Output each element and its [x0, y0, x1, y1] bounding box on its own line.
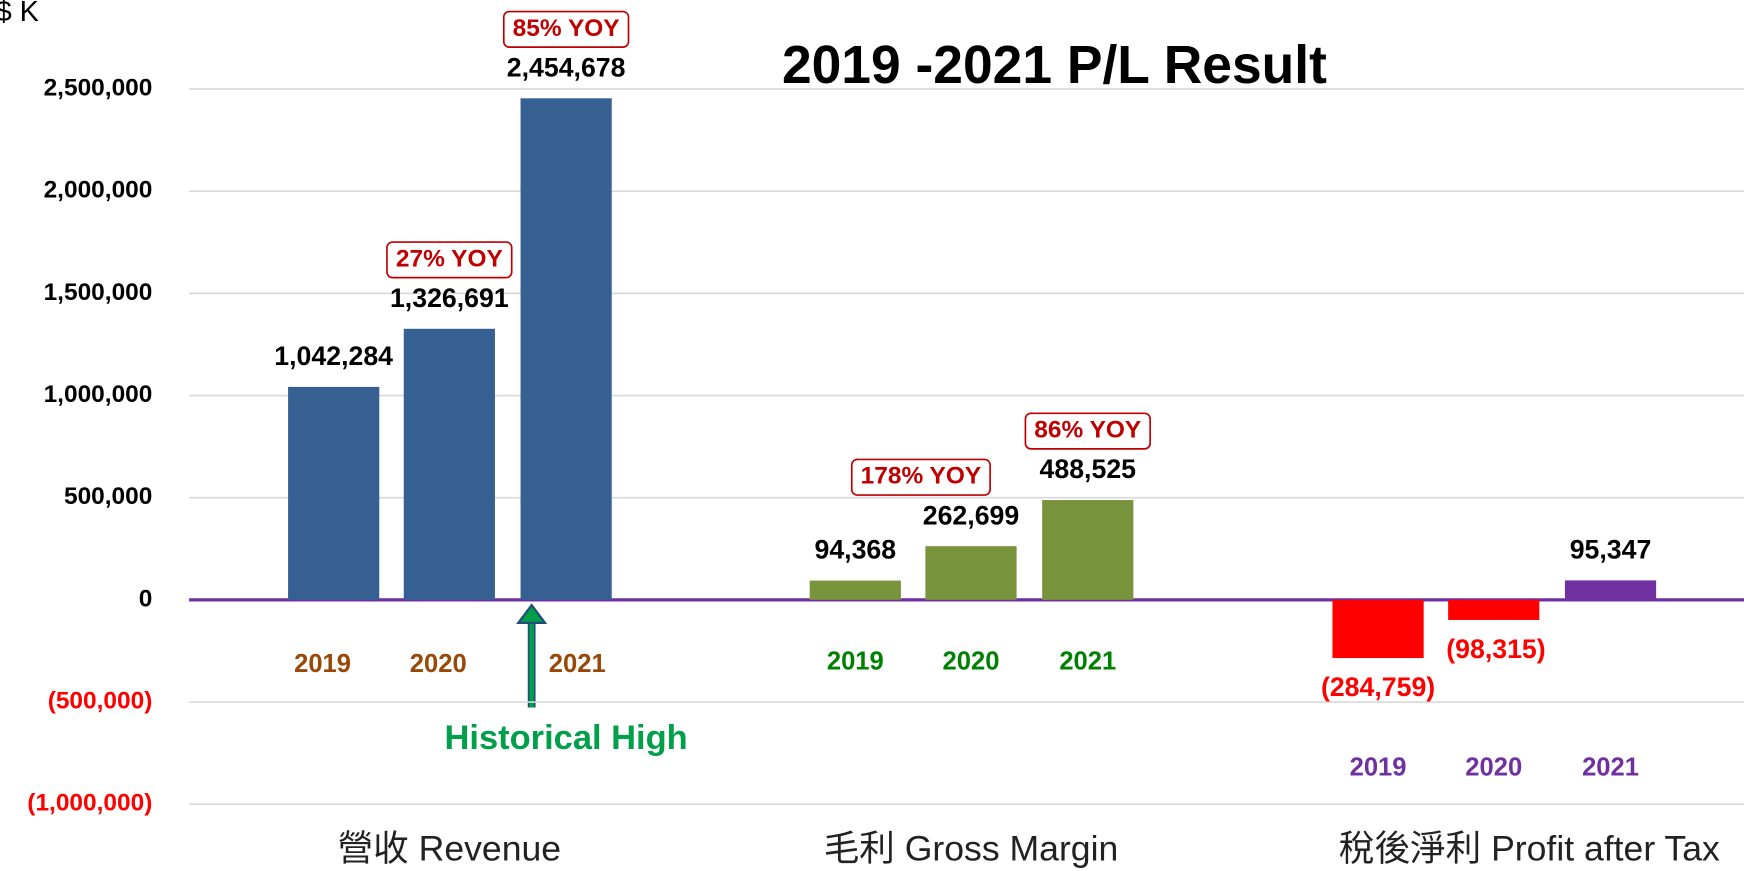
yoy-label: 178% YOY: [861, 463, 982, 490]
group-label: 稅後淨利 Profit after Tax: [1339, 828, 1720, 868]
yoy-label: 27% YOY: [396, 245, 503, 272]
bar: [403, 328, 495, 600]
x-tick-label: 2021: [1059, 648, 1116, 676]
yoy-box: [1024, 412, 1151, 450]
bars-layer: 1,042,284 2019 1,326,691 27% YOY 2020 2,454,6…: [274, 10, 1657, 781]
bar: [925, 546, 1017, 600]
value-label: 1,326,691: [390, 283, 509, 313]
y-tick-label: 2,000,000: [44, 177, 153, 204]
value-label: 95,347: [1570, 535, 1652, 565]
value-label: 1,042,284: [274, 341, 393, 371]
value-label: 2,454,678: [507, 52, 626, 82]
chart-title: 2019 -2021 P/L Result: [782, 36, 1327, 95]
bar: [809, 580, 901, 600]
bar: [1564, 580, 1657, 600]
y-tick-label: 2,500,000: [44, 75, 153, 102]
yoy-label: 85% YOY: [513, 15, 620, 42]
y-tick-label: (500,000): [48, 688, 153, 715]
value-label: 94,368: [814, 535, 896, 565]
y-tick-label: 500,000: [64, 483, 152, 510]
group-label: 毛利 Gross Margin: [824, 828, 1119, 868]
y-tick-label: (1,000,000): [27, 790, 152, 817]
x-tick-label: 2020: [1465, 753, 1522, 781]
yoy-box: [386, 241, 513, 279]
y-tick-label: 1,500,000: [44, 279, 153, 306]
value-label: (284,759): [1321, 672, 1435, 702]
x-tick-label: 2021: [549, 650, 606, 678]
bar: [1042, 500, 1134, 600]
x-tick-label: 2019: [1350, 753, 1407, 781]
x-tick-label: 2019: [294, 650, 351, 678]
arrow-head: [516, 603, 548, 625]
x-tick-label: 2021: [1582, 753, 1639, 781]
x-tick-label: 2020: [410, 650, 467, 678]
annotation: Historical High: [445, 719, 688, 757]
yoy-box: [502, 10, 630, 48]
value-label: 262,699: [923, 500, 1019, 530]
yoy-label: 86% YOY: [1034, 417, 1141, 444]
value-label: 488,525: [1040, 454, 1137, 484]
x-tick-label: 2019: [827, 648, 884, 676]
group-label: 營收 Revenue: [338, 828, 561, 868]
bar: [1332, 599, 1424, 659]
value-label: (98,315): [1446, 634, 1545, 664]
bar: [1448, 599, 1540, 620]
bar: [520, 98, 612, 600]
bar: [288, 386, 380, 600]
y-tick-label: 0: [139, 585, 153, 612]
yoy-box: [850, 458, 991, 496]
y-tick-label: 1,000,000: [44, 381, 153, 408]
y-unit: $ K: [0, 0, 39, 28]
x-tick-label: 2020: [943, 648, 1000, 676]
